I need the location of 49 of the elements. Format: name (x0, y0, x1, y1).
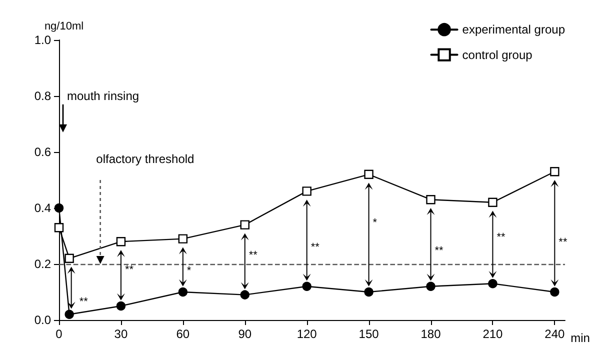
annotation: * (372, 217, 378, 230)
annotation: ** (79, 296, 89, 308)
legend-label: experimental group (462, 22, 566, 37)
point (488, 198, 498, 207)
point (426, 282, 436, 291)
y-tick-label: 1.0 (34, 33, 52, 47)
y-axis-title: ng/10ml (44, 20, 84, 32)
point (364, 170, 374, 179)
point (64, 310, 74, 319)
point (240, 290, 250, 300)
point (178, 287, 188, 297)
annotation: ** (124, 264, 134, 276)
y-tick-label: 0.4 (34, 201, 52, 215)
point (302, 186, 312, 196)
point (426, 195, 436, 204)
annotation: ** (310, 242, 320, 254)
x-tick-label: 60 (176, 327, 190, 341)
y-tick-label: 0.6 (34, 145, 52, 159)
point (550, 167, 560, 176)
x-tick-label: 240 (544, 327, 566, 341)
x-tick-label: 180 (420, 327, 442, 341)
x-tick-label: 0 (56, 327, 63, 341)
y-tick-label: 0.2 (34, 257, 52, 271)
point (116, 237, 126, 246)
annotation: ** (248, 249, 258, 262)
x-tick-label: 30 (114, 327, 128, 341)
point (54, 223, 64, 232)
point (116, 301, 126, 311)
x-tick-label: 120 (296, 327, 318, 341)
x-tick-label: 210 (482, 327, 504, 341)
point (302, 282, 312, 291)
ref-line-label: olfactory threshold (96, 152, 194, 166)
point (240, 220, 250, 230)
annotation: * (186, 264, 192, 277)
point (488, 279, 498, 288)
point (364, 287, 374, 297)
annotation: ** (558, 236, 568, 249)
annotation: ** (434, 245, 444, 258)
x-tick-label: 150 (358, 327, 380, 341)
x-tick-label: 90 (238, 327, 252, 341)
x-axis-title: min (570, 331, 590, 345)
legend-label: control group (462, 48, 533, 62)
point (178, 234, 188, 244)
point (64, 254, 74, 263)
annotation: ** (496, 231, 506, 244)
y-tick-label: 0.0 (34, 313, 52, 327)
y-tick-label: 0.8 (34, 89, 52, 103)
annotation: mouth rinsing (67, 89, 140, 103)
point (550, 287, 560, 297)
